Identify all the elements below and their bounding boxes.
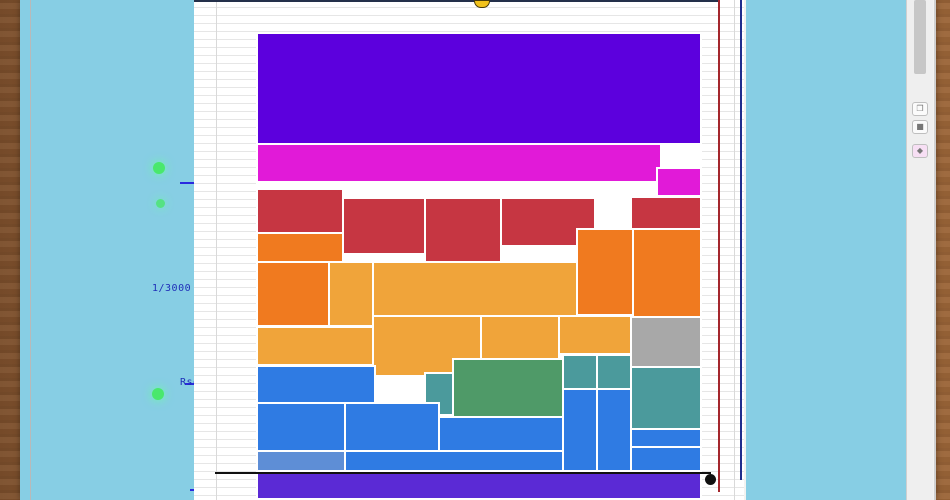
sheet-margin-line — [216, 0, 217, 500]
block-amber — [558, 315, 632, 355]
block-purple — [256, 32, 702, 145]
block-red — [424, 197, 502, 267]
panel-inner-border — [30, 0, 31, 500]
block-amber — [372, 261, 578, 317]
vertical-red-guide[interactable] — [718, 0, 720, 492]
green-glow-marker[interactable] — [152, 388, 164, 400]
block-amber — [480, 315, 560, 361]
block-green — [452, 358, 564, 418]
block-orange — [256, 232, 344, 264]
bottom-black-rule — [215, 472, 711, 474]
block-blue — [596, 388, 632, 472]
block-magenta-right — [656, 167, 702, 197]
block-magenta — [256, 143, 662, 183]
block-violet — [256, 470, 702, 500]
sheet-margin-line — [734, 0, 735, 500]
block-teal — [562, 354, 598, 390]
vertical-scrollbar[interactable]: ❐ ■ ◆ — [906, 0, 933, 500]
green-glow-marker[interactable] — [153, 162, 165, 174]
block-amber — [328, 261, 374, 327]
block-orange — [576, 228, 634, 316]
scroll-thumb[interactable] — [914, 0, 926, 74]
block-slate — [256, 450, 346, 472]
block-gray — [630, 316, 702, 368]
copy-icon[interactable]: ❐ — [912, 102, 928, 116]
block-amber — [256, 326, 374, 366]
block-red — [256, 188, 344, 234]
color-block-graphic — [256, 32, 702, 500]
right-guide-line — [740, 0, 742, 480]
left-blue-panel — [20, 0, 194, 500]
block-blue — [344, 402, 440, 452]
upper-marker-label: 1/3000 — [152, 283, 192, 294]
right-blue-panel — [746, 0, 906, 500]
palette-icon[interactable]: ◆ — [912, 144, 928, 158]
block-red — [630, 196, 702, 230]
lower-marker-label: Rso — [180, 377, 200, 388]
block-red — [342, 197, 426, 255]
top-rule — [194, 0, 720, 2]
green-glow-marker-small[interactable] — [156, 199, 165, 208]
block-blue — [344, 450, 564, 472]
block-blue — [562, 388, 598, 472]
block-orange — [256, 261, 330, 327]
block-blue — [256, 402, 346, 452]
stamp-icon[interactable]: ■ — [912, 120, 928, 134]
block-teal — [596, 354, 632, 390]
block-blue — [630, 428, 702, 448]
block-blue — [438, 416, 564, 452]
block-orange — [632, 228, 702, 318]
anchor-point[interactable] — [705, 474, 716, 485]
block-teal — [630, 366, 702, 430]
block-blue — [256, 365, 376, 405]
